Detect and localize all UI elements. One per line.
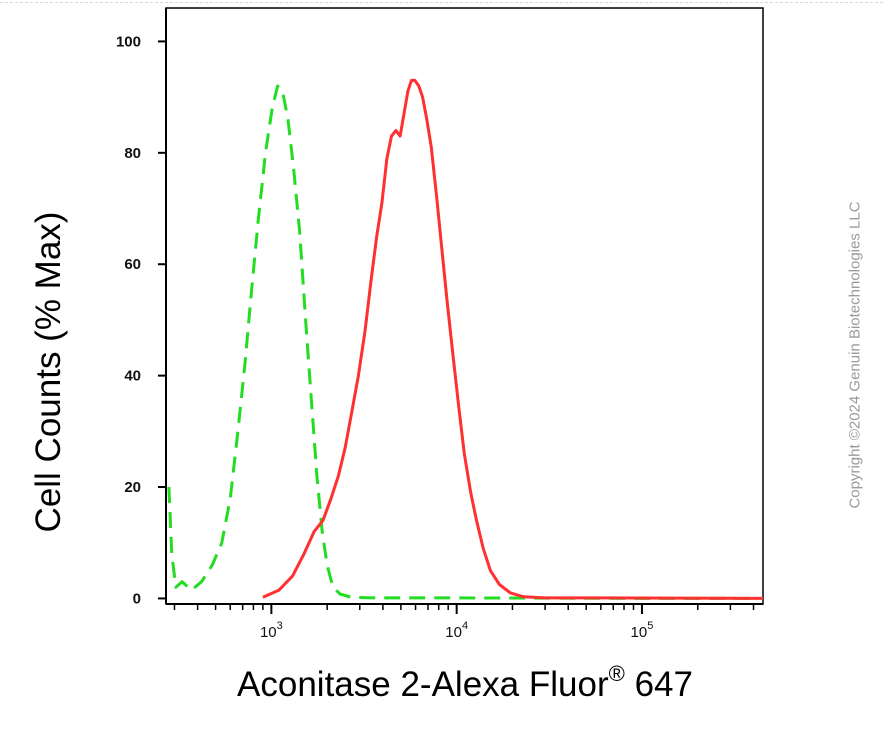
series-dashed-line	[167, 84, 754, 600]
x-tick-label: 105	[631, 620, 654, 641]
y-ticks: 0 20 40 60 80 100	[116, 33, 166, 607]
x-tick-label: 103	[260, 620, 283, 641]
x-axis-label-text: Aconitase 2-Alexa Fluor	[237, 665, 609, 704]
x-axis-label: Aconitase 2-Alexa Fluor® 647	[237, 661, 693, 705]
registered-mark: ®	[608, 661, 625, 686]
x-ticks: 103 104 105	[173, 604, 755, 641]
top-divider	[0, 2, 883, 3]
y-axis-label: Cell Counts (% Max)	[29, 211, 68, 533]
x-tick-base: 10	[445, 624, 462, 641]
plot-area-frame	[165, 7, 764, 605]
x-tick-base: 10	[631, 624, 648, 641]
x-tick-exponent: 5	[647, 620, 653, 632]
series-solid-line	[262, 78, 764, 600]
x-axis-label-suffix: 647	[634, 665, 693, 704]
copyright-text: Copyright ©2024 Genuin Biotechnologies L…	[846, 201, 864, 509]
y-tick-label: 100	[116, 33, 141, 50]
x-tick-exponent: 4	[462, 620, 468, 632]
y-tick-label: 0	[133, 590, 141, 607]
y-tick-label: 80	[124, 145, 141, 162]
y-tick-label: 40	[124, 368, 141, 385]
y-tick-label: 60	[124, 256, 141, 273]
y-tick-label: 20	[124, 479, 141, 496]
series-layer	[167, 78, 764, 600]
x-tick-exponent: 3	[277, 620, 283, 632]
x-tick-label: 104	[445, 620, 468, 641]
x-tick-base: 10	[260, 624, 277, 641]
